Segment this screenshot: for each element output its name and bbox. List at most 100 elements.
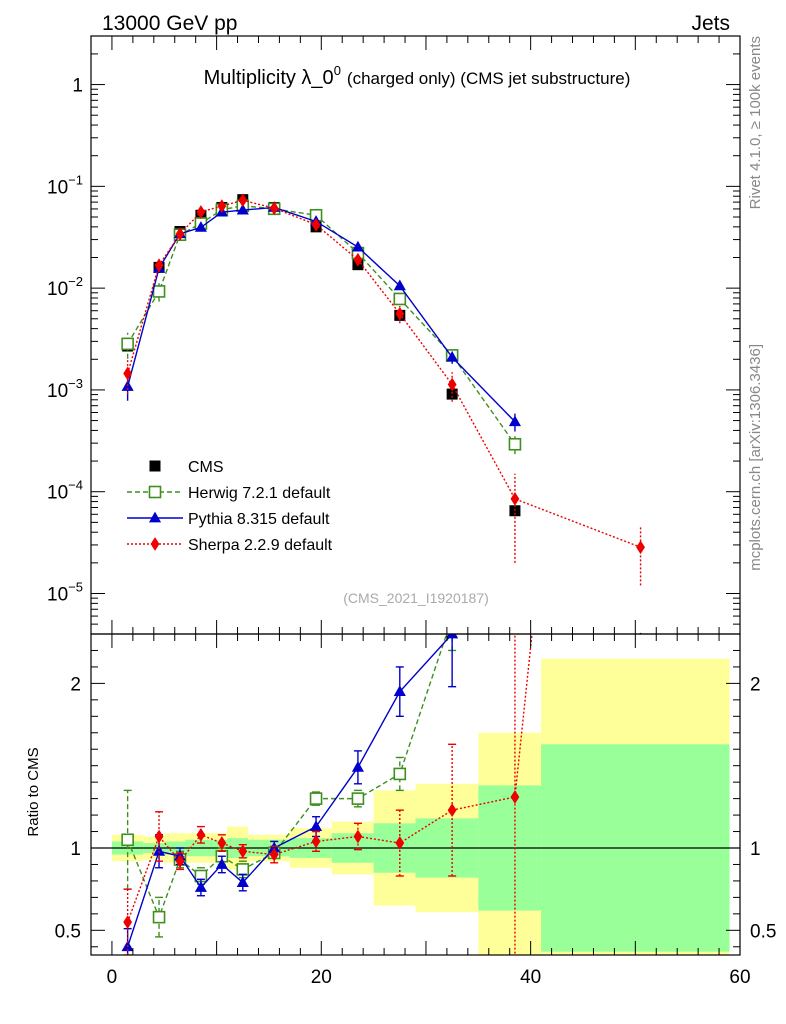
y-tick-base: 10 <box>47 584 68 605</box>
point-herwig <box>121 337 134 351</box>
main-plot-area <box>121 193 646 648</box>
series-cms-main <box>122 194 646 648</box>
ratio-point-herwig <box>121 833 134 847</box>
header-right: Jets <box>691 12 730 35</box>
series-line-herwig <box>127 205 516 445</box>
ratio-point-herwig <box>447 612 458 623</box>
ratio-point-sherpa <box>447 803 457 818</box>
point-sherpa <box>154 258 164 273</box>
ratio-point-herwig <box>509 266 520 277</box>
point-sherpa <box>217 199 227 213</box>
ratio-point-sherpa <box>395 836 405 850</box>
point-cms <box>446 388 458 400</box>
main-panel: 110−110−210−310−410−5 <box>47 35 741 648</box>
ratio-point-sherpa <box>238 844 248 859</box>
legend-marker <box>148 511 162 523</box>
legend-marker <box>150 537 160 551</box>
point-herwig <box>393 292 407 306</box>
legend-item-cms: CMS <box>149 459 224 476</box>
watermark: (CMS_2021_I1920187) <box>343 590 489 606</box>
ratio-point-pythia <box>351 761 364 772</box>
ratio-point-sherpa <box>196 827 206 842</box>
ratio-y-tick-label-right: 0.5 <box>750 921 776 942</box>
series-sherpa-main <box>123 193 645 586</box>
legend-item-sherpa: Sherpa 2.2.9 default <box>127 537 333 554</box>
point-sherpa <box>196 205 206 219</box>
series-sherpa-ratio <box>123 634 533 955</box>
y-tick-exp: −3 <box>68 376 83 391</box>
ratio-y-tick-label: 2 <box>70 674 81 695</box>
title-note: (charged only) (CMS jet substructure) <box>347 69 630 88</box>
point-sherpa <box>636 540 645 555</box>
ratio-point-pythia <box>152 844 166 856</box>
ratio-point-pythia <box>310 820 323 831</box>
series-herwig-main <box>121 199 522 455</box>
point-pythia <box>351 240 364 252</box>
title-main: Multiplicity λ_0 <box>204 67 334 89</box>
y-tick-exp: −1 <box>68 172 83 187</box>
ratio-y-tick-label-right: 2 <box>750 674 761 695</box>
ratio-y-tick-label-right: 1 <box>750 839 761 860</box>
point-pythia <box>194 221 207 232</box>
point-pythia <box>393 279 406 291</box>
y-tick-label: 1 <box>72 76 83 97</box>
x-tick-label: 60 <box>729 967 750 988</box>
point-sherpa <box>269 201 279 216</box>
ratio-point-sherpa <box>311 834 321 849</box>
series-line-pythia <box>126 206 516 423</box>
ratio-point-pythia <box>393 685 406 697</box>
ratio-panel: 0.5 0.51 12 20 20 40 60 <box>55 266 776 988</box>
ratio-point-sherpa <box>269 847 279 862</box>
legend-label: Sherpa 2.2.9 default <box>188 537 333 554</box>
ratio-y-tick-label: 1 <box>70 839 81 860</box>
rivet-label: Rivet 4.1.0, ≥ 100k events <box>747 36 764 209</box>
point-sherpa <box>311 217 321 232</box>
point-sherpa <box>395 306 405 321</box>
ratio-point-pythia <box>194 881 207 892</box>
header-left: 13000 GeV pp <box>102 12 237 35</box>
ratio-point-herwig <box>309 792 323 805</box>
y-tick-label: 10−2 <box>47 274 83 300</box>
ratio-plot-area <box>91 266 740 955</box>
ratio-point-sherpa <box>217 836 227 850</box>
ratio-point-herwig <box>236 863 250 876</box>
legend-label: Pythia 8.315 default <box>188 511 330 528</box>
point-pythia <box>236 203 249 215</box>
ratio-point-pythia <box>215 858 228 869</box>
chart-title: Multiplicity λ_00 (charged only) (CMS jet… <box>204 63 631 89</box>
y-tick-base: 10 <box>47 483 68 504</box>
y-tick-base: 10 <box>47 279 68 300</box>
y-tick-exp: −4 <box>68 478 83 493</box>
x-tick-label: 40 <box>520 967 541 988</box>
y-tick-label: 10−3 <box>47 376 83 402</box>
y-tick-label: 10−1 <box>47 172 83 198</box>
point-pythia <box>508 415 521 427</box>
title-superscript: 0 <box>334 63 341 78</box>
y-tick-exp: −2 <box>68 274 83 289</box>
point-sherpa <box>510 492 520 506</box>
legend-label: Herwig 7.2.1 default <box>188 485 331 502</box>
ratio-frame <box>90 633 741 956</box>
mcplots-label: mcplots.cern.ch [arXiv:1306.3436] <box>747 344 764 571</box>
y-tick-exp: −5 <box>68 579 83 594</box>
point-sherpa <box>238 193 248 208</box>
ratio-point-sherpa <box>123 915 133 929</box>
ratio-line-pythia <box>126 634 453 947</box>
point-herwig <box>152 285 166 298</box>
ratio-point-herwig <box>152 910 166 924</box>
y-tick-base: 10 <box>47 381 68 402</box>
ratio-ylabel: Ratio to CMS <box>25 747 42 836</box>
ratio-point-pythia <box>236 876 249 887</box>
legend-marker <box>148 485 162 499</box>
y-tick-base: 10 <box>47 177 68 198</box>
legend-marker <box>149 460 161 472</box>
ratio-point-herwig <box>393 767 407 781</box>
y-tick-label: 10−4 <box>47 478 83 504</box>
point-pythia <box>446 350 459 362</box>
legend: CMS Herwig 7.2.1 default Pythia 8.315 defa… <box>127 459 333 554</box>
point-cms <box>635 637 646 648</box>
point-sherpa <box>123 366 133 381</box>
point-herwig <box>508 437 522 451</box>
svg-text:Multiplicity λ_00(charged only: Multiplicity λ_00 (charged only) (CMS jet… <box>204 63 631 89</box>
ratio-point-sherpa <box>353 829 363 844</box>
